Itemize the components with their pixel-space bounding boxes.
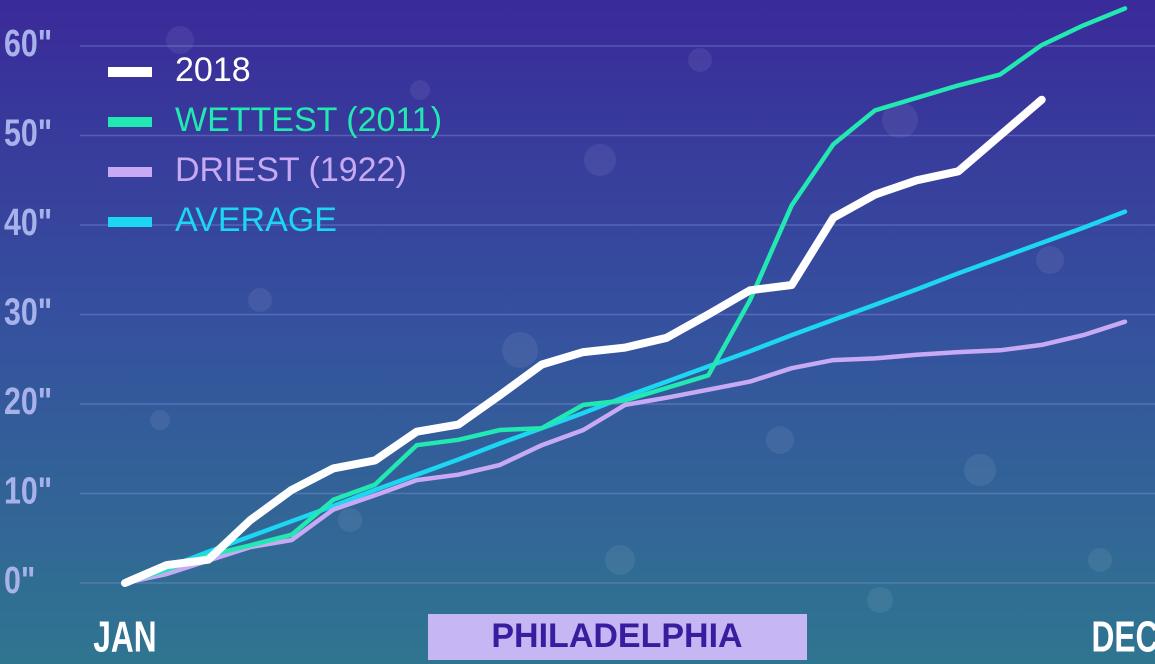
y-tick-label: 30" <box>4 291 52 333</box>
y-tick-label: 60" <box>4 23 52 65</box>
y-tick-label: 20" <box>4 381 52 423</box>
legend-swatch <box>108 217 152 227</box>
legend-swatch <box>108 67 152 77</box>
chart-title: PHILADELPHIA <box>491 617 742 655</box>
y-tick-label: 50" <box>4 112 52 154</box>
y-tick-label: 0" <box>4 560 35 602</box>
legend-label: DRIEST (1922) <box>175 151 407 189</box>
x-tick-label: DEC <box>1092 613 1155 662</box>
y-tick-label: 40" <box>4 202 52 244</box>
chart: 2018 WETTEST (2011) DRIEST (1922) AVERAGE 0… <box>0 0 1155 664</box>
legend-label: 2018 <box>175 51 251 89</box>
y-tick-label: 10" <box>4 470 52 512</box>
legend-swatch <box>108 167 152 177</box>
x-tick-label: JAN <box>93 613 156 662</box>
legend-label: WETTEST (2011) <box>175 101 442 139</box>
legend-label: AVERAGE <box>175 201 337 239</box>
legend-swatch <box>108 117 152 127</box>
